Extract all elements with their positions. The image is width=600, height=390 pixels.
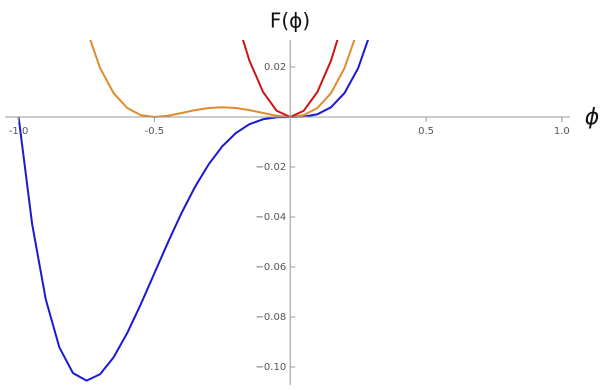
curve bbox=[89, 40, 356, 119]
plot-area bbox=[17, 40, 370, 382]
x-tick-label: 1.0 bbox=[554, 126, 570, 137]
x-axis-label: ϕ bbox=[585, 105, 600, 130]
y-tick-label: −0.02 bbox=[256, 162, 287, 173]
curve bbox=[17, 40, 370, 382]
y-tick-label: −0.08 bbox=[256, 312, 287, 323]
x-tick-label: -1.0 bbox=[9, 126, 29, 137]
x-tick-label: -0.5 bbox=[145, 126, 165, 137]
curve bbox=[241, 40, 339, 119]
y-tick-label: −0.04 bbox=[256, 212, 287, 223]
y-axis-label: F(ϕ) bbox=[270, 9, 310, 33]
y-tick-label: −0.10 bbox=[256, 362, 287, 373]
y-tick-label: 0.02 bbox=[264, 62, 286, 73]
y-tick-label: −0.06 bbox=[256, 262, 287, 273]
x-tick-label: 0.5 bbox=[418, 126, 434, 137]
